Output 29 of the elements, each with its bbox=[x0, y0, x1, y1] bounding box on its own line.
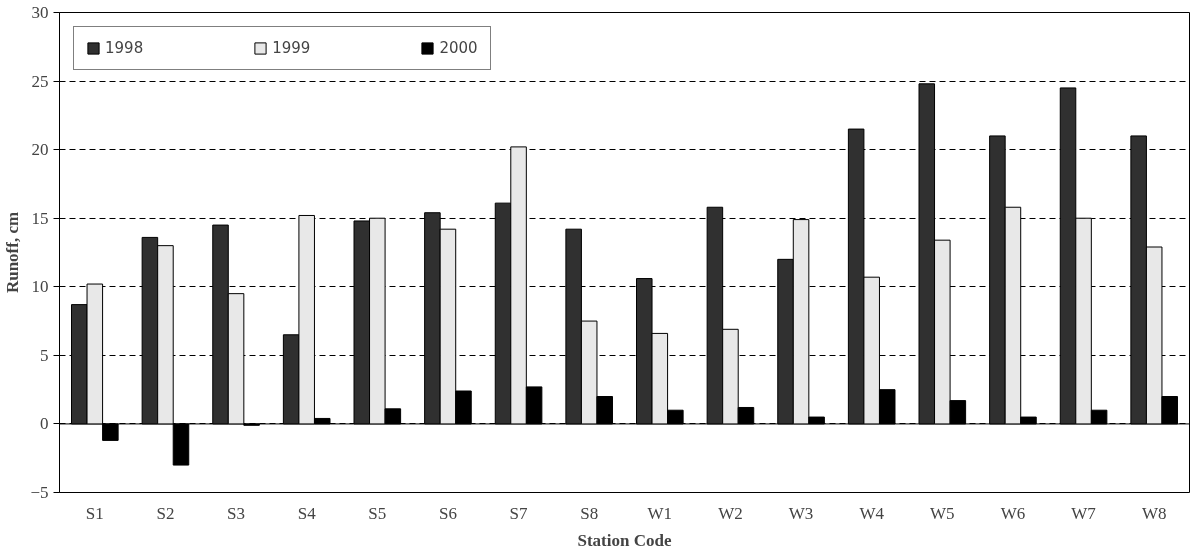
y-tick-label: −5 bbox=[30, 483, 49, 502]
x-tick-label: S3 bbox=[227, 503, 246, 523]
x-tick-label: S1 bbox=[85, 503, 104, 523]
y-tick-label: 20 bbox=[31, 140, 49, 160]
x-tick-label: S8 bbox=[580, 503, 599, 523]
x-tick-label: S7 bbox=[509, 503, 529, 523]
x-tick-label: S6 bbox=[438, 503, 457, 523]
x-tick-label: W8 bbox=[1141, 503, 1167, 523]
y-tick-label: 25 bbox=[31, 71, 49, 91]
x-tick-label: W6 bbox=[1000, 503, 1026, 523]
x-tick-label: S2 bbox=[156, 503, 175, 523]
y-axis-title: Runoff, cm bbox=[3, 211, 23, 294]
x-tick-label: W4 bbox=[859, 503, 885, 523]
x-tick-label: W3 bbox=[788, 503, 814, 523]
y-tick-label: 15 bbox=[31, 208, 49, 228]
x-axis-title: Station Code bbox=[577, 530, 672, 550]
x-tick-label: W5 bbox=[930, 503, 955, 523]
x-tick-label: S4 bbox=[297, 503, 317, 523]
y-tick-label: 10 bbox=[31, 277, 49, 297]
legend-label: 1998 bbox=[105, 39, 144, 57]
y-tick-label: 5 bbox=[40, 345, 49, 365]
x-tick-label: S5 bbox=[368, 503, 387, 523]
y-tick-label: 30 bbox=[31, 3, 49, 22]
y-tick-label: 0 bbox=[40, 414, 49, 434]
legend-label: 2000 bbox=[439, 39, 478, 57]
x-tick-label: W1 bbox=[647, 503, 673, 523]
x-tick-label: W2 bbox=[718, 503, 743, 523]
legend-label: 1999 bbox=[272, 39, 311, 57]
x-tick-label: W7 bbox=[1071, 503, 1097, 523]
